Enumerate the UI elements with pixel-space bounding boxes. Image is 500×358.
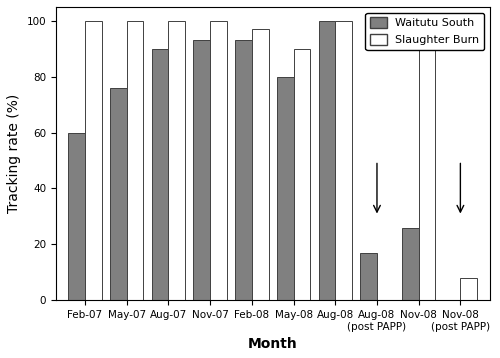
Bar — [210, 21, 227, 300]
Bar — [460, 278, 477, 300]
Bar — [152, 49, 168, 300]
Bar — [318, 21, 336, 300]
Bar — [126, 21, 144, 300]
Bar — [252, 29, 268, 300]
Bar — [110, 88, 126, 300]
Bar — [336, 21, 352, 300]
Legend: Waitutu South, Slaughter Burn: Waitutu South, Slaughter Burn — [366, 13, 484, 50]
Bar — [360, 253, 377, 300]
Bar — [194, 40, 210, 300]
Bar — [168, 21, 185, 300]
X-axis label: Month: Month — [248, 337, 298, 351]
Bar — [402, 228, 418, 300]
Bar — [277, 77, 293, 300]
Bar — [68, 132, 85, 300]
Bar — [294, 49, 310, 300]
Bar — [418, 29, 436, 300]
Bar — [235, 40, 252, 300]
Y-axis label: Tracking rate (%): Tracking rate (%) — [7, 94, 21, 213]
Bar — [85, 21, 102, 300]
